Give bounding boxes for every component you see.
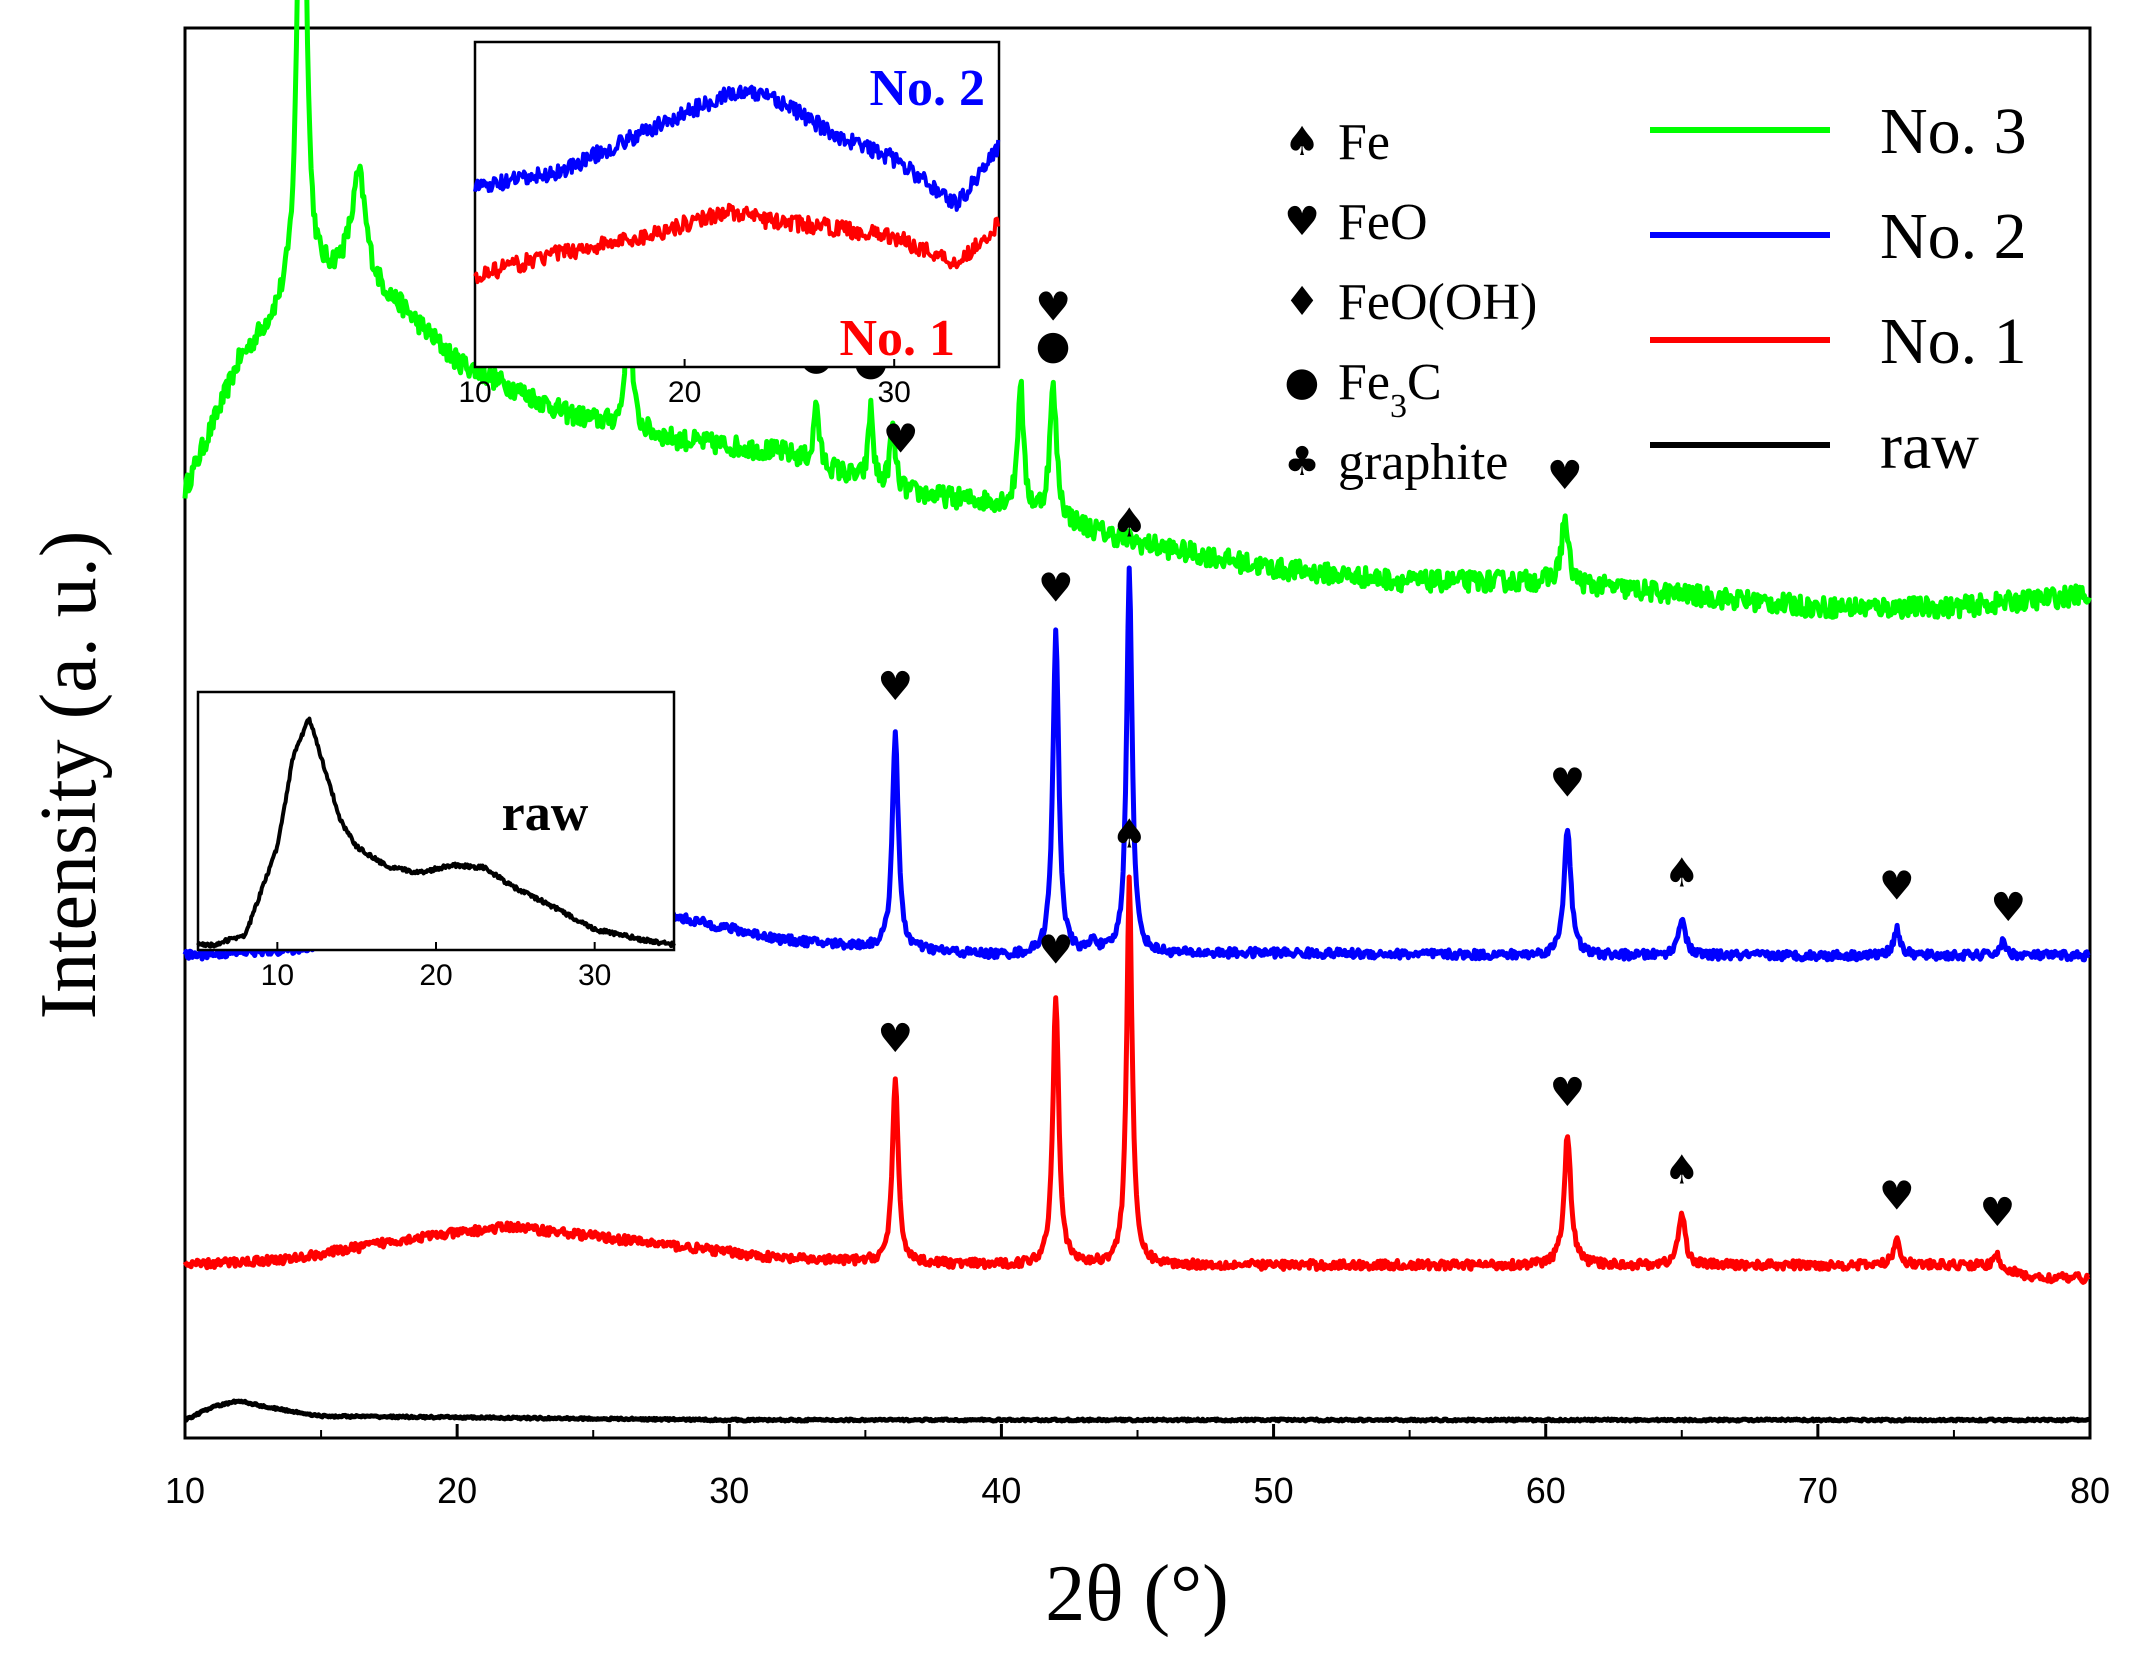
peak-marker: ♠	[1111, 812, 1147, 858]
series-line-no-3	[182, 0, 2092, 620]
x-axis-title: 2θ (°)	[1045, 1550, 1229, 1638]
x-tick-label: 40	[981, 1470, 1021, 1511]
peak-marker: ♥	[1550, 1070, 1586, 1116]
phase-symbol: ●	[1285, 359, 1320, 405]
phase-symbol: ♠	[1284, 119, 1320, 165]
inset-top-series	[473, 84, 1001, 285]
inset-top-x-axis: 10 20 30	[458, 359, 911, 409]
peak-marker: ♠	[1664, 851, 1700, 897]
legend-label: No. 2	[1880, 200, 2027, 273]
peak-marker: ♠	[1664, 1147, 1700, 1193]
x-tick-label: 30	[709, 1470, 749, 1511]
peak-marker: ♥	[1879, 864, 1915, 910]
phase-label: FeO	[1338, 194, 1428, 251]
inset-top-label-no2: No. 2	[869, 60, 985, 117]
inset-x-tick-label: 20	[419, 959, 452, 992]
series-legend: No. 3 No. 2 No. 1 raw	[1650, 95, 2027, 483]
peak-marker: ♥	[1038, 566, 1074, 612]
series-line-raw	[183, 1398, 2091, 1424]
inset-x-tick-label: 10	[458, 376, 491, 409]
inset-bottom: 10 20 30 raw	[196, 690, 676, 992]
phase-label: FeO(OH)	[1338, 274, 1537, 331]
peak-marker: ♥	[1550, 761, 1586, 807]
peak-marker: ♥	[1980, 1190, 2016, 1236]
x-tick-label: 20	[437, 1470, 477, 1511]
x-axis: 10 20 30 40 50 60 70 80	[165, 1424, 2110, 1511]
inset-bottom-series	[196, 716, 676, 949]
series-line-no-1	[182, 874, 2091, 1285]
peak-marker: ♥	[1035, 284, 1071, 330]
x-tick-label: 50	[1254, 1470, 1294, 1511]
peak-marker: ♠	[1111, 500, 1147, 546]
legend-label: No. 3	[1880, 95, 2027, 168]
inset-bottom-x-axis: 10 20 30	[261, 942, 611, 992]
inset-x-tick-label: 30	[578, 959, 611, 992]
legend-label: No. 1	[1880, 305, 2027, 378]
legend-label: raw	[1880, 410, 1979, 483]
phase-label: graphite	[1338, 434, 1508, 491]
inset-bottom-frame	[196, 690, 676, 952]
peak-marker: ♥	[1990, 885, 2026, 931]
peak-marker: ♥	[1038, 927, 1074, 973]
phase-label: Fe3C	[1338, 354, 1442, 425]
inset-top-label-no1: No. 1	[839, 310, 955, 367]
inset-series-line	[473, 84, 1001, 212]
peak-marker: ♥	[883, 416, 919, 462]
phase-symbol: ♦	[1284, 279, 1320, 325]
x-tick-label: 10	[165, 1470, 205, 1511]
phase-symbol: ♥	[1284, 199, 1320, 245]
y-axis-title: Intensity (a. u.)	[25, 531, 113, 1020]
peak-marker: ●	[1036, 322, 1071, 368]
inset-bottom-label-raw: raw	[502, 785, 589, 842]
peak-marker: ♥	[1879, 1173, 1915, 1219]
phase-legend: ♠ Fe ♥ FeO ♦ FeO(OH) ● Fe3C ♣ graphite	[1284, 114, 1537, 491]
inset-x-tick-label: 30	[878, 376, 911, 409]
peak-marker: ♥	[877, 664, 913, 710]
inset-series-line	[196, 716, 676, 949]
inset-x-tick-label: 10	[261, 959, 294, 992]
x-tick-label: 80	[2070, 1470, 2110, 1511]
peak-marker: ♥	[877, 1016, 913, 1062]
phase-label: Fe	[1338, 114, 1390, 171]
peak-marker: ♥	[1547, 453, 1583, 499]
x-tick-label: 70	[1798, 1470, 1838, 1511]
inset-series-line	[473, 202, 1001, 285]
x-tick-label: 60	[1526, 1470, 1566, 1511]
phase-symbol: ♣	[1284, 439, 1320, 485]
inset-top: 10 20 30 No. 2 No. 1	[458, 40, 1001, 409]
inset-x-tick-label: 20	[668, 376, 701, 409]
